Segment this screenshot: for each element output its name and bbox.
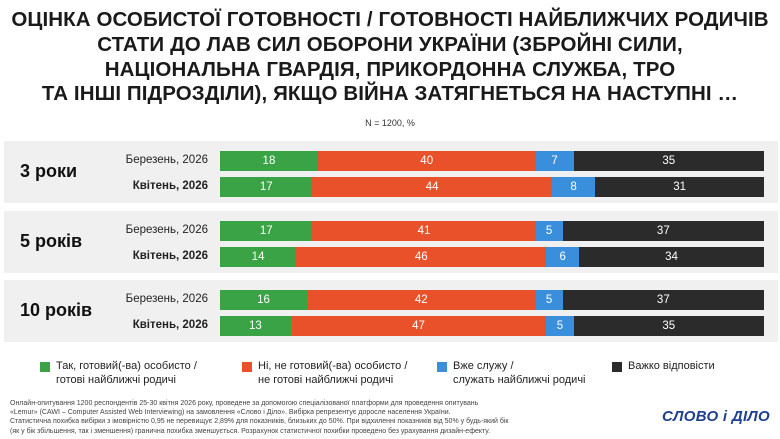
legend-label: не готові найближчі родичі: [258, 374, 394, 386]
bar-segment: 5: [546, 316, 574, 336]
bar-segment: 46: [296, 247, 547, 267]
row-label: Квітень, 2026: [132, 180, 208, 192]
bar-segment: 17: [220, 177, 313, 197]
title-line: СТАТИ ДО ЛАВ СИЛ ОБОРОНИ УКРАЇНИ (ЗБРОЙН…: [97, 32, 683, 56]
bar-segment: 41: [312, 221, 536, 241]
stacked-bar: 16 42 5 37: [220, 290, 764, 310]
bar-segment: 35: [573, 316, 764, 336]
bar-segment: 16: [220, 290, 308, 310]
legend-swatch: [437, 362, 447, 372]
bar-segment: 35: [573, 151, 764, 171]
legend-swatch: [612, 362, 622, 372]
bar-segment: 5: [535, 221, 563, 241]
legend-swatch: [242, 362, 252, 372]
legend-label: Так, готовий(-ва) особисто /: [56, 360, 197, 372]
chart-title: ОЦІНКА ОСОБИСТОЇ ГОТОВНОСТІ / ГОТОВНОСТІ…: [10, 8, 770, 107]
group-label: 5 років: [20, 231, 83, 251]
methodology-note: Онлайн-опитування 1200 респондентів 25-3…: [10, 399, 590, 436]
row-label: Березень, 2026: [125, 224, 208, 236]
bar-segment: 8: [551, 177, 596, 197]
stacked-bar: 13 47 5 35: [220, 316, 764, 336]
legend-label: Ні, не готовий(-ва) особисто /: [258, 360, 408, 372]
legend: Так, готовий(-ва) особисто / готові найбл…: [0, 359, 780, 395]
bar-segment: 40: [317, 151, 536, 171]
row-label: Березень, 2026: [125, 293, 208, 305]
row-label: Квітень, 2026: [132, 250, 208, 262]
bar-segment: 31: [595, 177, 764, 197]
bar-segment: 34: [579, 247, 764, 267]
legend-label: служать найближчі родичі: [453, 374, 586, 386]
group-label: 10 років: [20, 300, 93, 320]
footer-line: Онлайн-опитування 1200 респондентів 25-3…: [10, 400, 479, 407]
title-line: ОЦІНКА ОСОБИСТОЇ ГОТОВНОСТІ / ГОТОВНОСТІ…: [11, 8, 769, 31]
stacked-bar: 18 40 7 35: [220, 151, 764, 171]
chart-subtitle: N = 1200, %: [365, 118, 415, 128]
stacked-bar: 14 46 6 34: [220, 247, 764, 267]
legend-label: Важко відповісти: [628, 360, 715, 372]
bar-segment: 14: [220, 247, 297, 267]
legend-item-serving: Вже служу / служать найближчі родичі: [437, 359, 586, 387]
legend-item-hard-to-say: Важко відповісти: [612, 359, 715, 373]
legend-item-no: Ні, не готовий(-ва) особисто / не готові …: [242, 359, 407, 387]
footer-line: «Lemur» (CAWI – Computer Assisted Web In…: [10, 409, 451, 417]
legend-label: Вже служу /: [453, 360, 514, 372]
row-label: Квітень, 2026: [132, 319, 208, 331]
legend-swatch: [40, 362, 50, 372]
bar-segment: 44: [312, 177, 552, 197]
bar-segment: 13: [220, 316, 291, 336]
bar-segment: 7: [535, 151, 574, 171]
bar-segment: 5: [535, 290, 563, 310]
title-line: НАЦІОНАЛЬНА ГВАРДІЯ, ПРИКОРДОННА СЛУЖБА,…: [104, 57, 676, 81]
title-line: ТА ІНШІ ПІДРОЗДІЛИ), ЯКЩО ВІЙНА ЗАТЯГНЕТ…: [41, 82, 739, 106]
bar-segment: 37: [562, 221, 764, 241]
legend-label: готові найближчі родичі: [56, 374, 176, 386]
bar-segment: 42: [307, 290, 536, 310]
footer-line: (як у бік збільшення, так і зменшення) г…: [10, 427, 491, 435]
stacked-bar: 17 44 8 31: [220, 177, 764, 197]
bar-segment: 6: [546, 247, 580, 267]
brand-logo: СЛОВО і ДІЛО: [661, 407, 770, 425]
group-label: 3 роки: [20, 161, 78, 181]
legend-item-yes: Так, готовий(-ва) особисто / готові найбл…: [40, 359, 197, 387]
bar-segment: 47: [290, 316, 547, 336]
footer-line: Статистична похибка вибірки з імовірніст…: [10, 418, 509, 426]
bar-segment: 18: [220, 151, 318, 171]
row-label: Березень, 2026: [125, 154, 208, 166]
bar-segment: 17: [220, 221, 313, 241]
bar-segment: 37: [562, 290, 764, 310]
stacked-bar: 17 41 5 37: [220, 221, 764, 241]
